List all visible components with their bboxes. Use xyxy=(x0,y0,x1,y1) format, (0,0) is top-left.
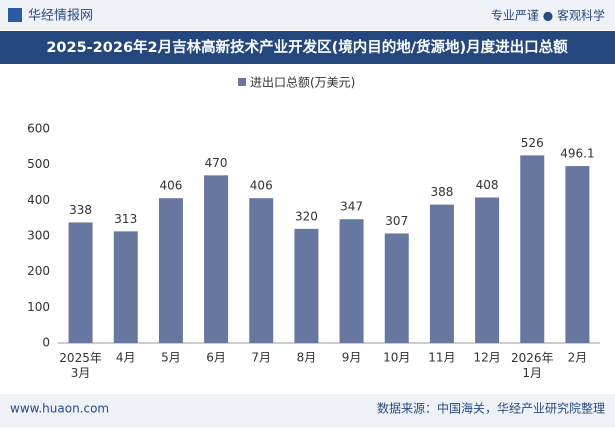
x-tick-label: 5月 xyxy=(161,351,181,365)
header-bar xyxy=(0,0,615,30)
value-label: 347 xyxy=(340,200,363,214)
x-tick-label: 10月 xyxy=(383,351,410,365)
y-tick-label: 400 xyxy=(27,193,50,207)
x-tick-label: 2025年 3月 xyxy=(59,351,102,380)
value-label: 307 xyxy=(385,214,408,228)
bar xyxy=(475,197,500,343)
logo-icon xyxy=(8,8,22,22)
bar xyxy=(339,219,364,343)
bar xyxy=(113,231,138,343)
bar xyxy=(158,198,183,343)
y-tick-label: 600 xyxy=(27,122,50,136)
x-tick-label: 2月 xyxy=(568,351,588,365)
bar xyxy=(520,155,545,343)
x-tick-label: 12月 xyxy=(473,351,500,365)
x-tick-label: 11月 xyxy=(428,351,455,365)
slogan: 专业严谨 ● 客观科学 xyxy=(491,8,605,23)
logo: 华经情报网 xyxy=(28,9,93,24)
y-tick-label: 300 xyxy=(27,229,50,243)
value-label: 313 xyxy=(114,212,137,226)
y-tick-label: 0 xyxy=(42,336,50,350)
bar xyxy=(294,228,319,343)
value-label: 470 xyxy=(205,156,228,170)
value-label: 406 xyxy=(250,179,273,193)
x-tick-label: 8月 xyxy=(297,351,317,365)
bar xyxy=(429,204,454,343)
value-label: 320 xyxy=(295,209,318,223)
website: www.huaon.com xyxy=(10,402,109,416)
y-tick-label: 100 xyxy=(27,300,50,314)
legend-label: 进出口总额(万美元) xyxy=(250,76,355,90)
source: 数据来源：中国海关，华经产业研究院整理 xyxy=(377,401,605,416)
x-tick-label: 9月 xyxy=(342,351,362,365)
value-label: 408 xyxy=(476,178,499,192)
value-label: 496.1 xyxy=(560,147,594,161)
bar xyxy=(249,198,274,343)
x-tick-label: 7月 xyxy=(251,351,271,365)
bar xyxy=(565,166,590,343)
value-label: 526 xyxy=(521,136,544,150)
bar xyxy=(68,222,93,343)
x-tick-label: 6月 xyxy=(206,351,226,365)
footer-bar xyxy=(0,394,615,427)
value-label: 406 xyxy=(159,179,182,193)
value-label: 338 xyxy=(69,203,92,217)
bar xyxy=(384,233,409,343)
chart-title: 2025-2026年2月吉林高新技术产业开发区(境内目的地/货源地)月度进出口总… xyxy=(46,38,568,56)
bar xyxy=(204,175,229,343)
x-tick-label: 2026年 1月 xyxy=(511,351,554,380)
title-bar xyxy=(0,31,615,64)
y-tick-label: 200 xyxy=(27,264,50,278)
x-tick-label: 4月 xyxy=(116,351,136,365)
legend-swatch xyxy=(238,78,246,86)
value-label: 388 xyxy=(430,185,453,199)
y-tick-label: 500 xyxy=(27,157,50,171)
